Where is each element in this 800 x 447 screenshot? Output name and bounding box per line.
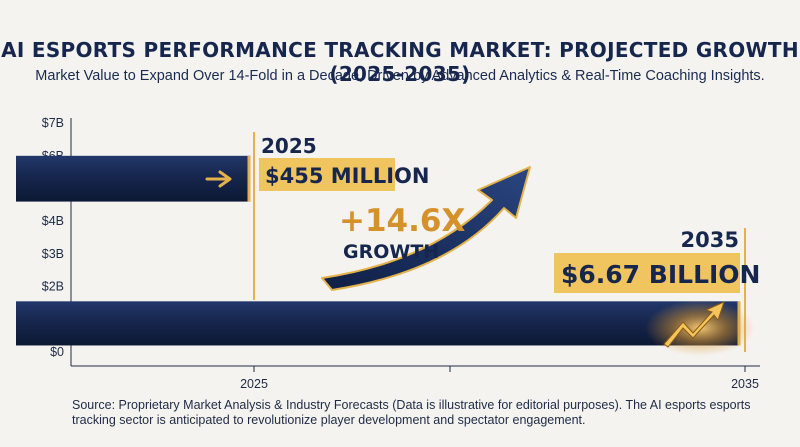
y-tick-label: $4B [42, 214, 64, 228]
value-label-bg-2035 [554, 253, 740, 293]
y-tick-label: $0 [50, 345, 64, 359]
y-tick-label: $3B [42, 247, 64, 261]
right-arrow-icon [205, 170, 232, 188]
y-tick-label: $2B [42, 280, 64, 294]
chart-title: AI ESPORTS PERFORMANCE TRACKING MARKET: … [1, 38, 799, 86]
x-tick-label: 2025 [240, 377, 268, 391]
growth-value: +14.6X [339, 203, 465, 239]
zigzag-trend-icon [663, 301, 725, 348]
growth-arrow-icon [321, 166, 531, 291]
value-label-2035: $6.67 BILLION [561, 260, 760, 289]
value-label-bg-2025 [259, 158, 395, 191]
value-label-2025: $455 MILLION [265, 164, 429, 188]
year-label-2025: 2025 [261, 134, 317, 158]
bar-2035 [16, 301, 739, 346]
growth-label: GROWTH [343, 241, 439, 263]
x-tick-label: 2035 [731, 377, 759, 391]
source-note: Source: Proprietary Market Analysis & In… [72, 398, 751, 427]
year-label-2035: 2035 [681, 228, 739, 252]
chart-subtitle: Market Value to Expand Over 14-Fold in a… [35, 68, 765, 84]
y-tick-label: $7B [42, 116, 64, 130]
